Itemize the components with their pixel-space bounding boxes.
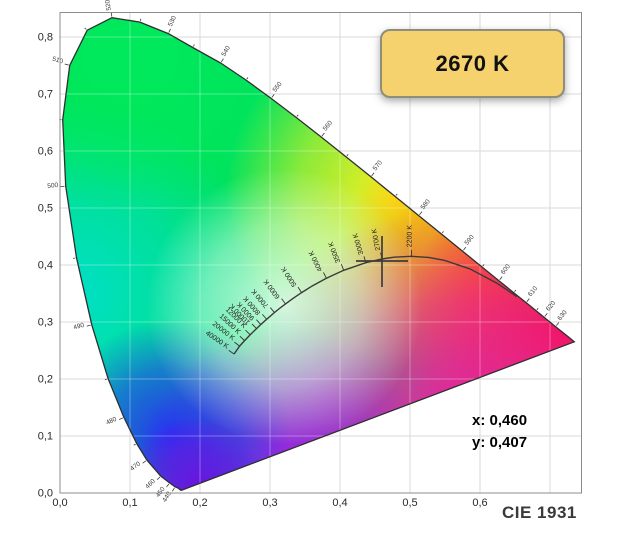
wavelength-label: 500 <box>47 182 59 190</box>
plot-border <box>59 11 582 494</box>
y-axis-tick-label: 0,2 <box>38 374 53 386</box>
wavelength-tick <box>482 264 485 267</box>
cct-tick <box>234 341 240 347</box>
cct-tick <box>228 349 235 355</box>
wavelength-label: 530 <box>167 15 178 28</box>
y-axis-tick-label: 0,4 <box>38 260 53 272</box>
wavelength-tick <box>371 172 375 177</box>
cct-badge: 2670 K <box>380 29 565 98</box>
wavelength-label: 540 <box>220 45 232 58</box>
wavelength-tick <box>419 211 423 215</box>
x-axis-tick-label: 0,0 <box>52 497 67 509</box>
y-axis-tick-label: 0,8 <box>38 32 53 44</box>
x-axis-tick-label: 0,5 <box>402 497 417 509</box>
wavelength-tick <box>536 307 539 311</box>
y-axis-tick-labels: 0,0 0,1 0,2 0,3 0,4 0,5 0,6 0,7 0,8 <box>38 32 53 500</box>
cct-tick <box>251 323 257 329</box>
wavelength-tick <box>156 476 161 481</box>
cct-tick <box>256 319 262 325</box>
y-axis-tick-label: 0,5 <box>38 203 53 215</box>
wavelength-tick <box>346 154 349 157</box>
wavelength-label: 480 <box>105 416 118 427</box>
wavelength-tick <box>192 44 195 47</box>
wavelength-tick <box>110 12 113 17</box>
wavelength-label: 440 <box>161 490 173 503</box>
cct-tick <box>262 314 267 320</box>
wavelength-tick <box>64 63 69 66</box>
x-axis-tick-labels: 0,0 0,1 0,2 0,3 0,4 0,5 0,6 <box>52 497 487 509</box>
x-axis-tick-label: 0,3 <box>262 497 277 509</box>
wavelength-tick <box>133 443 136 446</box>
y-axis-tick-label: 0,7 <box>38 89 53 101</box>
readout-x: x: 0,460 <box>472 412 528 429</box>
cct-badge-label: 2670 K <box>435 50 510 76</box>
wavelength-tick <box>544 312 548 317</box>
y-axis-tick-label: 0,6 <box>38 146 53 158</box>
y-axis-tick-label: 0,3 <box>38 317 53 329</box>
spectral-locus-outline <box>62 17 576 491</box>
x-axis-tick-label: 0,2 <box>192 497 207 509</box>
wavelength-tick <box>86 324 91 327</box>
wavelength-tick <box>166 483 170 488</box>
selection-marker-crosshair[interactable] <box>356 236 408 288</box>
cct-tick <box>323 272 327 279</box>
xy-readout: x: 0,460 y: 0,407 <box>472 410 527 454</box>
wavelength-label: 520 <box>104 0 113 11</box>
cct-tick-label: 2200 K <box>407 225 414 248</box>
x-axis-tick-label: 0,1 <box>122 497 137 509</box>
cct-tick <box>297 286 302 293</box>
y-axis-tick-label: 0,0 <box>38 488 53 500</box>
x-axis-tick-label: 0,4 <box>332 497 347 509</box>
wavelength-tick <box>514 289 517 293</box>
wavelength-tick <box>441 231 444 234</box>
y-axis-tick-label: 0,1 <box>38 431 53 443</box>
wavelength-tick <box>271 93 275 98</box>
wavelength-tick <box>172 487 175 492</box>
wavelength-tick <box>168 28 171 33</box>
wavelength-tick <box>321 132 325 137</box>
wavelength-tick <box>296 114 299 117</box>
wavelength-tick <box>139 18 142 22</box>
wavelength-label: 510 <box>51 56 64 66</box>
diagram-title: CIE 1931 <box>502 503 577 522</box>
wavelength-tick <box>555 322 560 326</box>
planckian-locus <box>233 255 518 355</box>
wavelength-tick <box>118 417 123 420</box>
wavelength-tick <box>395 193 398 196</box>
readout-y: y: 0,407 <box>472 434 528 451</box>
cct-tick <box>281 298 286 305</box>
x-axis-tick-label: 0,6 <box>472 497 487 509</box>
wavelength-tick <box>221 58 224 63</box>
wavelength-tick <box>526 298 530 302</box>
wavelength-label: 490 <box>73 322 86 332</box>
wavelength-tick <box>84 27 87 30</box>
wavelength-tick <box>463 246 467 251</box>
wavelength-tick <box>499 276 503 280</box>
wavelength-tick <box>142 460 147 464</box>
wavelength-tick <box>246 77 249 80</box>
wavelength-tick <box>104 378 108 381</box>
cct-tick-label: 2700 K <box>371 228 382 251</box>
cct-tick <box>340 264 345 271</box>
cct-tick <box>239 335 245 341</box>
cct-tick <box>269 307 275 313</box>
cct-tick <box>245 329 251 336</box>
